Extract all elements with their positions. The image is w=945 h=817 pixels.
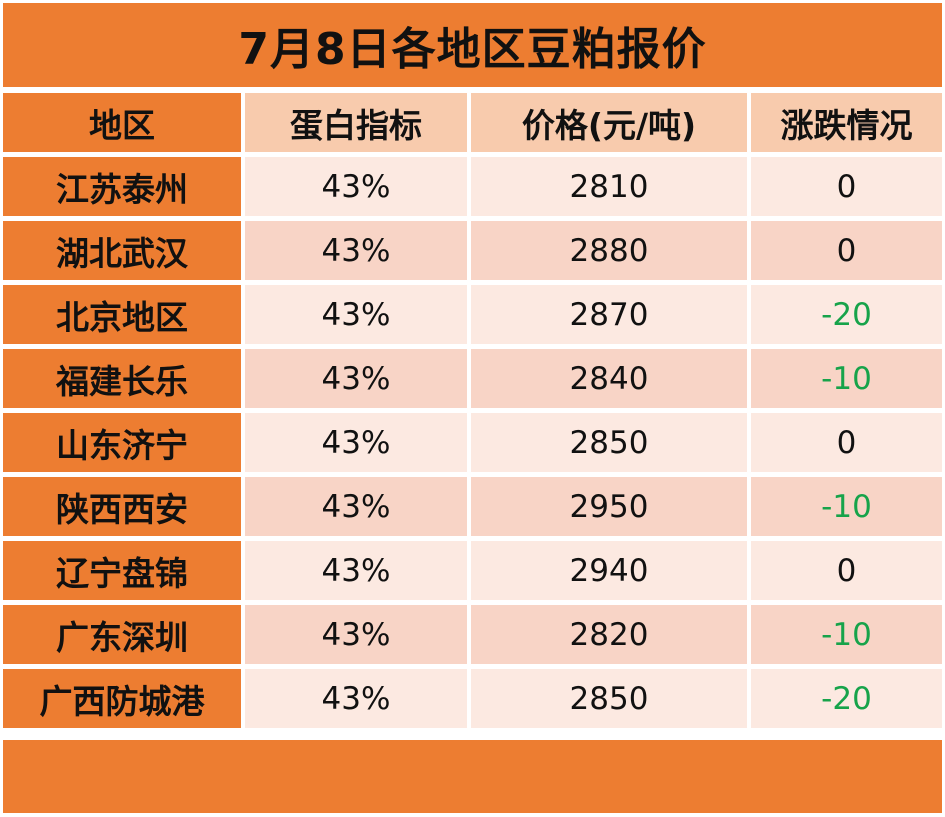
cell-price: 2940 <box>471 541 747 600</box>
cell-protein: 43% <box>245 413 467 472</box>
cell-region: 广东深圳 <box>3 605 241 664</box>
price-table: 地区 蛋白指标 价格(元/吨) 涨跌情况 江苏泰州 43% 2810 0 湖北武… <box>3 93 942 728</box>
cell-change: 0 <box>751 221 942 280</box>
cell-protein: 43% <box>245 605 467 664</box>
cell-region: 江苏泰州 <box>3 157 241 216</box>
cell-region: 湖北武汉 <box>3 221 241 280</box>
cell-protein: 43% <box>245 669 467 728</box>
cell-region: 福建长乐 <box>3 349 241 408</box>
page-title: 7月8日各地区豆粕报价 <box>3 3 942 87</box>
cell-price: 2850 <box>471 669 747 728</box>
column-header-price: 价格(元/吨) <box>471 93 747 152</box>
cell-price: 2820 <box>471 605 747 664</box>
cell-change: -20 <box>751 285 942 344</box>
cell-protein: 43% <box>245 285 467 344</box>
cell-protein: 43% <box>245 541 467 600</box>
cell-protein: 43% <box>245 349 467 408</box>
cell-price: 2850 <box>471 413 747 472</box>
cell-change: -20 <box>751 669 942 728</box>
column-header-region: 地区 <box>3 93 241 152</box>
cell-change: -10 <box>751 477 942 536</box>
cell-change: 0 <box>751 413 942 472</box>
cell-price: 2880 <box>471 221 747 280</box>
cell-region: 陕西西安 <box>3 477 241 536</box>
cell-protein: 43% <box>245 157 467 216</box>
cell-price: 2870 <box>471 285 747 344</box>
footer-bar <box>3 740 942 813</box>
cell-change: 0 <box>751 541 942 600</box>
cell-region: 北京地区 <box>3 285 241 344</box>
cell-price: 2810 <box>471 157 747 216</box>
cell-price: 2840 <box>471 349 747 408</box>
cell-protein: 43% <box>245 221 467 280</box>
cell-region: 辽宁盘锦 <box>3 541 241 600</box>
cell-change: -10 <box>751 349 942 408</box>
cell-change: -10 <box>751 605 942 664</box>
cell-protein: 43% <box>245 477 467 536</box>
cell-region: 广西防城港 <box>3 669 241 728</box>
cell-change: 0 <box>751 157 942 216</box>
cell-price: 2950 <box>471 477 747 536</box>
cell-region: 山东济宁 <box>3 413 241 472</box>
column-header-protein: 蛋白指标 <box>245 93 467 152</box>
column-header-change: 涨跌情况 <box>751 93 942 152</box>
